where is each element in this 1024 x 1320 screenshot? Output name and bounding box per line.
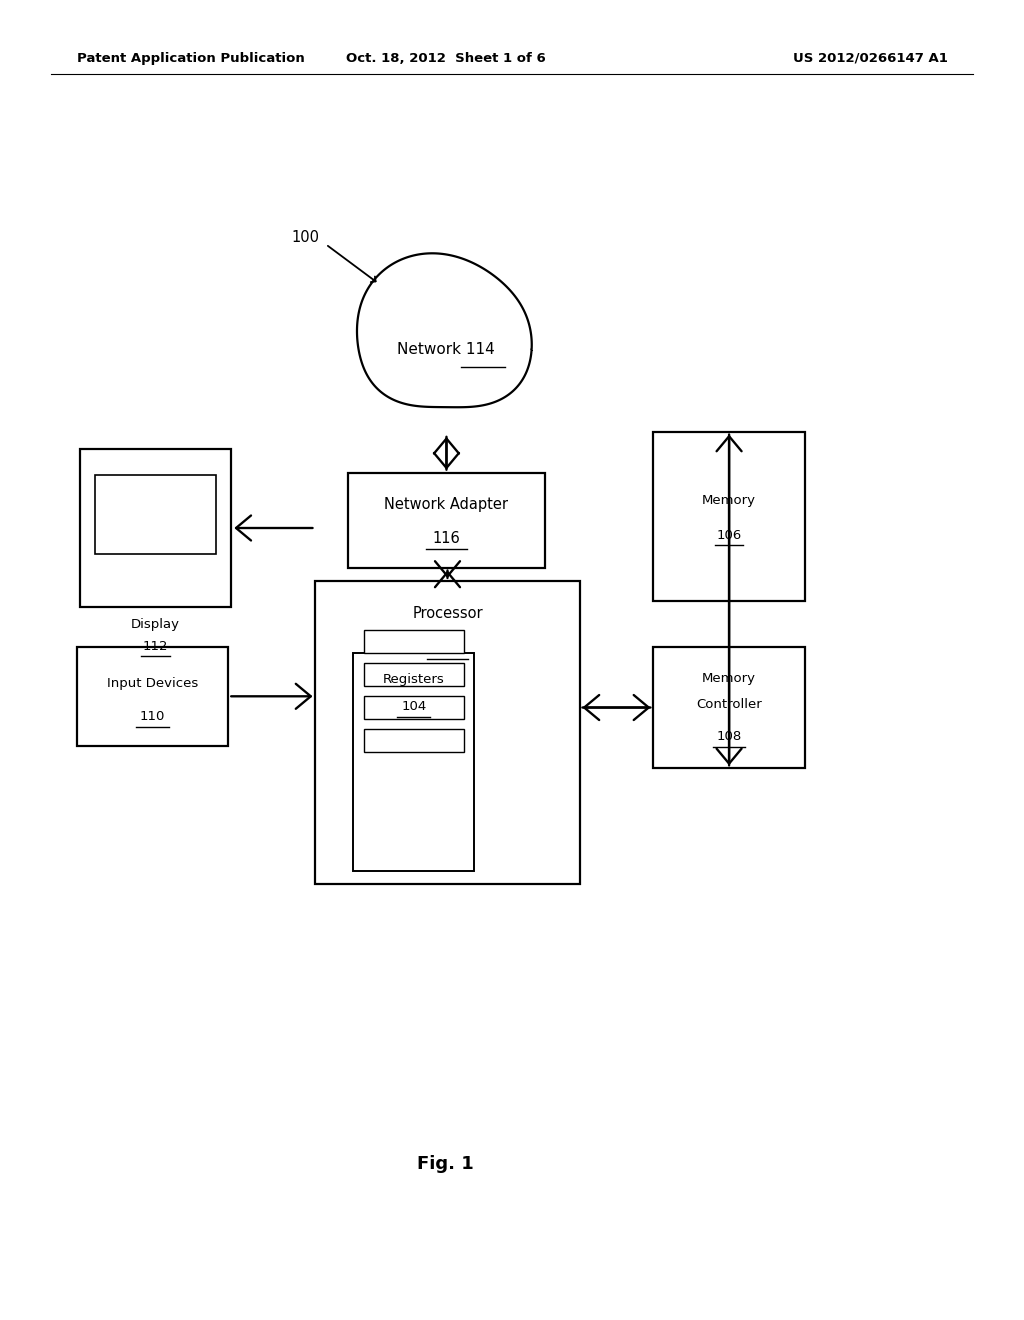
Text: US 2012/0266147 A1: US 2012/0266147 A1 xyxy=(793,51,948,65)
Text: Processor: Processor xyxy=(413,606,482,622)
Text: Patent Application Publication: Patent Application Publication xyxy=(77,51,304,65)
Text: Network Adapter: Network Adapter xyxy=(384,496,509,512)
Text: Oct. 18, 2012  Sheet 1 of 6: Oct. 18, 2012 Sheet 1 of 6 xyxy=(345,51,546,65)
Text: Registers: Registers xyxy=(383,673,444,686)
Text: Network 114: Network 114 xyxy=(396,342,495,358)
Text: Fig. 1: Fig. 1 xyxy=(417,1155,474,1173)
Text: 102: 102 xyxy=(433,639,462,655)
Bar xyxy=(364,630,464,653)
Text: Controller: Controller xyxy=(696,698,762,711)
Text: 100: 100 xyxy=(292,230,319,246)
Bar xyxy=(80,449,231,607)
Text: Input Devices: Input Devices xyxy=(106,677,199,689)
Bar xyxy=(364,696,464,719)
Polygon shape xyxy=(357,253,531,408)
Bar xyxy=(95,475,216,554)
Bar xyxy=(348,473,545,568)
Text: Display: Display xyxy=(131,618,180,631)
Bar xyxy=(353,653,474,871)
Bar xyxy=(653,432,805,601)
Text: 104: 104 xyxy=(401,700,426,713)
Bar xyxy=(77,647,228,746)
Text: 106: 106 xyxy=(717,529,741,543)
Bar xyxy=(315,581,580,884)
Text: Memory: Memory xyxy=(702,494,756,507)
Text: 110: 110 xyxy=(140,710,165,722)
Bar xyxy=(364,663,464,686)
Text: 116: 116 xyxy=(432,531,461,546)
Text: Memory: Memory xyxy=(702,672,756,685)
Text: 108: 108 xyxy=(717,730,741,743)
Text: 112: 112 xyxy=(143,640,168,653)
Bar xyxy=(364,729,464,752)
Bar xyxy=(653,647,805,768)
